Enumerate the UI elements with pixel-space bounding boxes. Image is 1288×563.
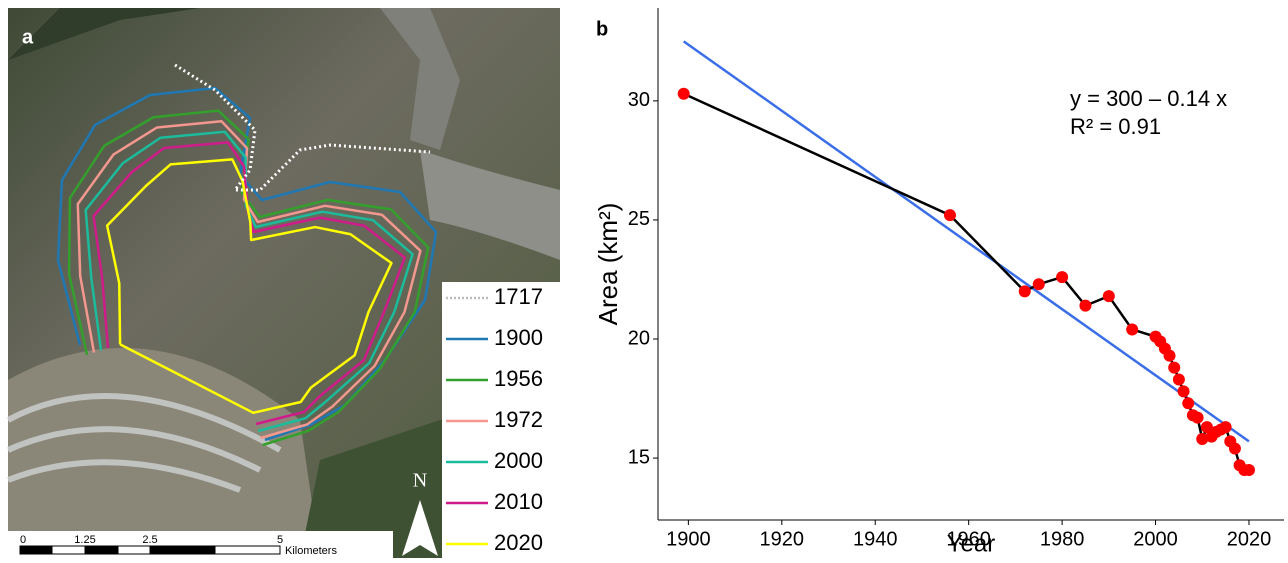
y-tick-label: 15	[628, 446, 650, 468]
equation: y = 300 – 0.14 x	[1070, 86, 1227, 111]
glacier	[8, 348, 320, 558]
data-point	[677, 87, 690, 100]
scale-label: 5	[277, 534, 283, 546]
x-tick-label: 1900	[666, 528, 711, 550]
river	[380, 8, 460, 150]
outline	[92, 141, 407, 426]
scale-label: 1.25	[74, 534, 95, 546]
north-label: N	[413, 470, 427, 492]
x-axis-label: Year	[947, 530, 996, 557]
panel-label: a	[22, 26, 34, 48]
river	[420, 150, 560, 260]
data-point	[1056, 271, 1069, 284]
legend-label: 1956	[494, 366, 543, 391]
outline	[76, 119, 422, 440]
x-tick-label: 1980	[1040, 528, 1085, 550]
data-point	[1163, 349, 1176, 362]
y-axis-label: Area (km²)	[593, 203, 623, 326]
outline	[84, 130, 414, 433]
forest	[8, 8, 200, 60]
y-tick-label: 25	[628, 208, 650, 230]
data-point	[1018, 285, 1031, 298]
data-point	[1079, 299, 1092, 312]
outline	[174, 63, 431, 192]
data-point	[1032, 278, 1045, 291]
scale-unit: Kilometers	[285, 545, 337, 557]
scale-segment	[84, 545, 119, 555]
data-point	[1196, 433, 1209, 446]
chart: 15 20 25 30 1900 1920 1940 1960 1980 2000 2020 Year…	[593, 8, 1284, 557]
data-point	[943, 209, 956, 222]
fit-line	[682, 40, 1250, 443]
outline	[105, 158, 393, 415]
data-point	[1219, 421, 1232, 434]
scale-label: 2.5	[142, 534, 157, 546]
data-point	[1126, 323, 1139, 336]
scale-segment	[19, 545, 53, 555]
data-point	[1228, 442, 1241, 455]
data-point	[1177, 385, 1190, 398]
data-point	[1182, 397, 1195, 410]
outlines	[56, 63, 438, 447]
scale-segment	[117, 545, 151, 555]
data-point	[1200, 421, 1213, 434]
scale-segment	[214, 545, 281, 555]
x-tick-label: 1920	[760, 528, 805, 550]
outline	[56, 86, 438, 442]
legend-label: 1972	[494, 407, 543, 432]
north-arrow	[402, 500, 438, 556]
panel-label: b	[596, 18, 608, 40]
legend-label: 2020	[494, 530, 543, 555]
legend: 1717 1900 1956 1972 2000 2010 2020	[446, 284, 543, 555]
y-tick-label: 30	[628, 89, 650, 111]
y-tick-label: 20	[628, 327, 650, 349]
x-tick-label: 2000	[1133, 528, 1178, 550]
scale-segment	[149, 545, 216, 555]
x-tick-label: 1960	[946, 528, 991, 550]
ice-band	[6, 393, 282, 493]
legend-label: 1900	[494, 325, 543, 350]
legend-label: 2010	[494, 489, 543, 514]
data-point	[1168, 361, 1181, 374]
scale-label: 0	[20, 534, 26, 546]
data-point	[1102, 290, 1115, 303]
outline	[67, 109, 430, 447]
r-squared: R² = 0.91	[1070, 114, 1161, 139]
x-tick-label: 2020	[1227, 528, 1272, 550]
legend-label: 2000	[494, 448, 543, 473]
x-tick-label: 1940	[853, 528, 898, 550]
data-point	[1242, 463, 1255, 476]
data-point	[1191, 411, 1204, 424]
data-point	[1172, 373, 1185, 386]
scale-segment	[51, 545, 86, 555]
legend-label: 1717	[494, 284, 543, 309]
data-line	[683, 92, 1249, 472]
